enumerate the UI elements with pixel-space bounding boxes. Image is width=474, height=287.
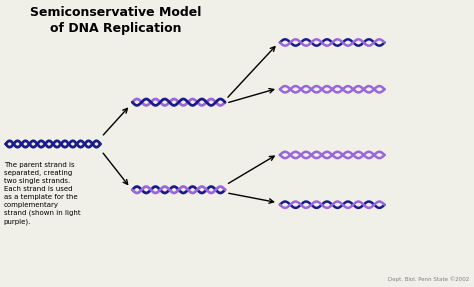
- Text: The parent strand is
separated, creating
two single strands.
Each strand is used: The parent strand is separated, creating…: [4, 162, 80, 225]
- Text: Dept. Biol. Penn State ©2002: Dept. Biol. Penn State ©2002: [388, 277, 469, 282]
- Text: Semiconservative Model: Semiconservative Model: [30, 6, 201, 19]
- Text: of DNA Replication: of DNA Replication: [50, 22, 181, 35]
